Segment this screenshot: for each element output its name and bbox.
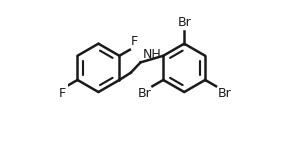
- Text: Br: Br: [177, 16, 191, 29]
- Text: F: F: [131, 35, 138, 49]
- Text: NH: NH: [142, 48, 161, 61]
- Text: Br: Br: [138, 88, 151, 100]
- Text: F: F: [59, 87, 66, 100]
- Text: Br: Br: [217, 88, 231, 100]
